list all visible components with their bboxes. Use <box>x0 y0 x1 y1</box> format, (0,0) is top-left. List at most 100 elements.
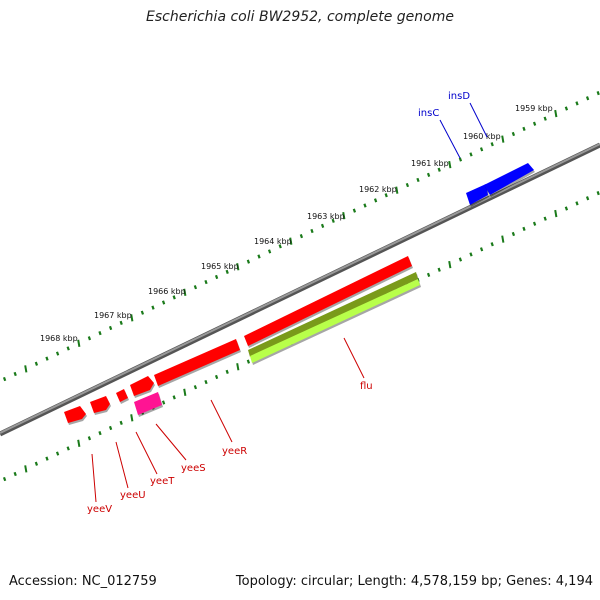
gene-yeeU-body <box>90 396 110 413</box>
tick-major <box>183 288 187 296</box>
gene-label-insC: insC <box>418 108 439 119</box>
tick-minor <box>119 320 123 326</box>
tick-minor <box>426 272 431 277</box>
tick-major <box>289 237 293 245</box>
tick-minor <box>172 395 176 400</box>
tick-major <box>24 365 28 373</box>
gene-insC <box>466 184 489 207</box>
tick-minor <box>416 177 420 183</box>
tick-major <box>236 263 240 271</box>
tick-major <box>130 314 134 322</box>
tick-minor <box>45 456 49 461</box>
tick-major <box>77 439 81 448</box>
tick-minor <box>532 121 537 126</box>
tick-minor <box>458 157 463 162</box>
tick-major <box>342 212 346 220</box>
gene-labels: insD insC flu yeeR yeeS yeeT yeeU yeeV <box>87 91 470 515</box>
tick-minor <box>469 252 473 257</box>
tick-minor <box>331 218 335 223</box>
tick-major <box>448 260 452 269</box>
tick-minor <box>87 436 92 441</box>
tick-minor <box>98 331 102 336</box>
tick-minor <box>585 96 590 101</box>
tick-major <box>501 135 505 143</box>
tick-minor <box>13 371 17 377</box>
leader-yeeV <box>91 453 97 503</box>
tick-minor <box>193 385 198 390</box>
kbp-label-1967: 1967 kbp <box>94 311 132 320</box>
gene-flu-lime-body <box>250 279 420 363</box>
tick-minor <box>66 446 70 451</box>
kbp-label-1964: 1964 kbp <box>254 237 292 246</box>
tick-minor <box>214 374 219 380</box>
tick-minor <box>543 116 547 121</box>
tick-minor <box>575 101 579 106</box>
tick-minor <box>479 147 484 152</box>
upper-tick-track <box>2 91 600 382</box>
gene-yeeS-body <box>130 376 154 396</box>
tick-major <box>183 388 187 396</box>
tick-minor <box>87 336 92 341</box>
tick-minor <box>55 451 60 456</box>
gene-label-yeeS: yeeS <box>181 463 206 474</box>
tick-minor <box>108 325 113 331</box>
gene-yeeV-body <box>64 406 86 423</box>
tick-minor <box>140 310 145 315</box>
tick-minor <box>172 295 176 300</box>
leader-yeeR <box>210 399 233 443</box>
tick-major <box>448 160 452 169</box>
tick-minor <box>161 300 166 305</box>
gene-label-yeeV: yeeV <box>87 504 112 515</box>
tick-minor <box>479 247 484 252</box>
tick-minor <box>426 172 431 177</box>
map-title: Escherichia coli BW2952, complete genome <box>146 9 454 25</box>
gene-label-yeeT: yeeT <box>150 476 175 487</box>
tick-minor <box>373 198 378 203</box>
tick-major <box>77 339 81 348</box>
tick-minor <box>585 196 590 201</box>
tick-major <box>554 209 558 218</box>
tick-minor <box>299 234 304 239</box>
gene-yeeS <box>130 376 155 398</box>
kbp-label-1959: 1959 kbp <box>515 104 553 113</box>
tick-minor <box>13 471 17 477</box>
genome-summary-text: Topology: circular; Length: 4,578,159 bp… <box>235 574 593 589</box>
gene-insD <box>484 163 535 197</box>
tick-major <box>236 363 240 371</box>
gene-yeeS-magenta-body <box>134 392 162 415</box>
tick-minor <box>204 279 208 285</box>
kbp-label-1966: 1966 kbp <box>148 287 186 296</box>
tick-minor <box>564 106 569 111</box>
tick-minor <box>575 201 579 206</box>
tick-minor <box>511 231 516 237</box>
gene-yeeV <box>64 406 87 425</box>
tick-minor <box>108 425 113 431</box>
tick-minor <box>405 182 410 188</box>
tick-minor <box>490 242 494 247</box>
gene-insC-body <box>466 184 488 205</box>
kbp-label-1960: 1960 kbp <box>463 132 501 141</box>
gene-label-yeeR: yeeR <box>222 446 247 457</box>
gene-yeeS-magenta <box>134 392 163 417</box>
leader-insC <box>439 119 461 159</box>
tick-minor <box>214 274 219 280</box>
tick-minor <box>543 216 547 221</box>
tick-major <box>554 109 558 118</box>
tick-minor <box>437 267 441 272</box>
tick-minor <box>320 223 325 229</box>
tick-minor <box>278 244 282 249</box>
genome-backbone <box>0 142 600 437</box>
tick-minor <box>490 142 494 147</box>
tick-minor <box>363 203 367 208</box>
tick-minor <box>384 193 388 198</box>
kbp-label-1965: 1965 kbp <box>201 262 239 271</box>
tick-minor <box>257 254 261 259</box>
tick-minor <box>193 285 198 290</box>
tick-minor <box>310 228 314 234</box>
tick-major <box>130 414 134 422</box>
tick-major <box>24 465 28 473</box>
gene-yeeT-body <box>116 389 128 402</box>
leader-flu <box>343 337 365 379</box>
gene-features <box>64 163 535 425</box>
tick-minor <box>437 167 441 172</box>
